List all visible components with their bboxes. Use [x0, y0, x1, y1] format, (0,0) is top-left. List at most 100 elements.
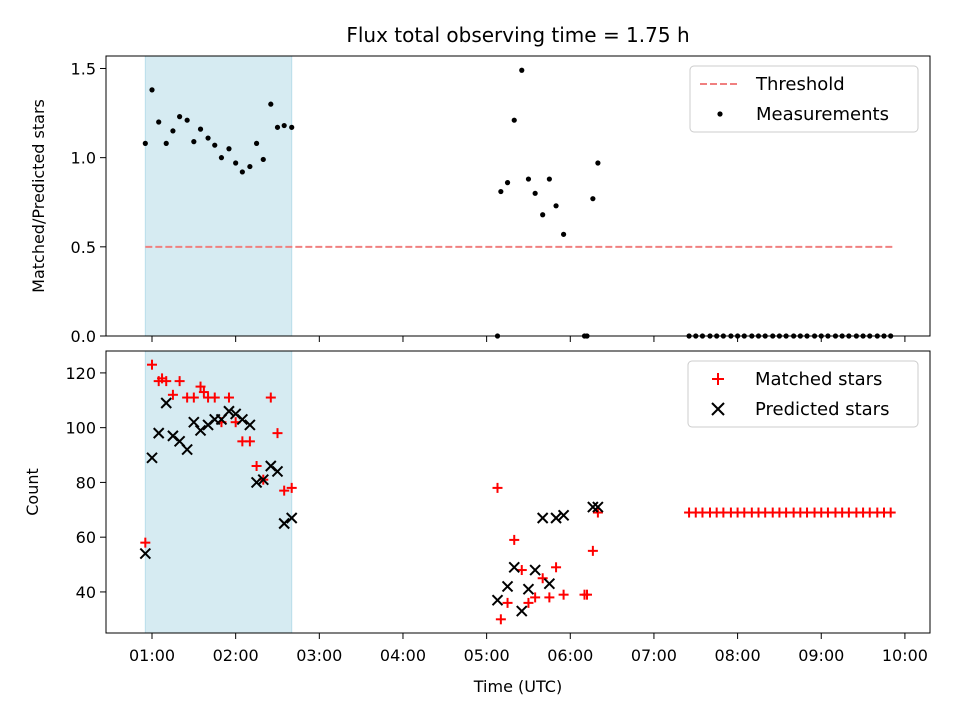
matched-stars-series	[140, 359, 896, 625]
measurement-point	[253, 140, 260, 146]
x-tick-label: 09:00	[798, 646, 844, 665]
y-tick-label: 120	[65, 364, 96, 383]
legend-box-top	[689, 65, 919, 133]
plot-frame-top	[105, 55, 931, 337]
matched-star-point	[223, 392, 234, 403]
measurement-point	[226, 146, 232, 152]
matched-star-point	[147, 359, 158, 370]
matched-star-point	[516, 565, 527, 576]
measurement-point	[268, 101, 274, 107]
matched-star-point	[592, 507, 603, 518]
y-axis-label-top: Matched/Predicted stars	[29, 99, 48, 293]
y-axis-top: 0.0 0.5 1.0 1.5	[71, 59, 106, 346]
matched-star-point	[209, 392, 220, 403]
x-tick-label: 06:00	[547, 646, 593, 665]
matched-star-point	[523, 597, 534, 608]
predicted-stars-series	[139, 397, 604, 617]
matched-star-point	[265, 392, 276, 403]
predicted-star-point	[508, 561, 520, 573]
matched-star-point	[587, 545, 598, 556]
measurement-point	[149, 87, 155, 93]
measurement-point	[525, 176, 532, 182]
matched-star-point	[551, 562, 562, 573]
matched-star-point	[244, 436, 255, 447]
predicted-star-point	[146, 452, 158, 464]
predicted-star-point	[522, 583, 535, 595]
measurement-point	[590, 196, 596, 202]
measurement-point	[560, 231, 567, 237]
x-tick-label: 04:00	[380, 646, 426, 665]
predicted-star-point	[181, 443, 193, 456]
measurement-point	[260, 156, 266, 163]
matched-star-point	[279, 485, 290, 496]
y-tick-label: 80	[76, 473, 96, 492]
matched-star-point	[544, 592, 555, 603]
measurement-point	[177, 114, 183, 120]
matched-star-point	[509, 534, 520, 545]
predicted-star-point	[223, 405, 235, 417]
measurement-point	[233, 160, 239, 166]
legend-predicted-swatch	[711, 402, 725, 416]
y-tick-label: 40	[76, 583, 96, 602]
highlight-span-rect	[144, 55, 293, 337]
measurement-point	[218, 155, 225, 161]
predicted-star-point	[250, 476, 263, 489]
measurement-point	[142, 140, 148, 146]
matched-star-point	[195, 381, 206, 392]
highlight-span-bottom	[144, 350, 293, 634]
x-axis-label: Time (UTC)	[473, 677, 562, 696]
measurement-point	[281, 122, 287, 129]
predicted-star-point	[587, 501, 599, 513]
matched-star-point	[286, 482, 297, 493]
predicted-star-point	[516, 605, 528, 617]
plot-frame-bottom	[105, 350, 931, 634]
y-tick-label: 100	[65, 419, 96, 438]
measurement-point	[212, 142, 218, 148]
predicted-star-point	[188, 416, 200, 428]
legend-matched-swatch	[712, 373, 724, 385]
y-tick-label: 1.5	[71, 59, 96, 78]
measurement-point	[540, 212, 546, 218]
y-tick-label: 0.5	[71, 238, 96, 257]
matched-star-point	[885, 507, 896, 518]
measurement-point	[191, 139, 197, 145]
x-tick-label: 07:00	[631, 646, 677, 665]
matched-star-point	[272, 428, 283, 439]
predicted-star-point	[257, 473, 269, 486]
y-axis-label-bottom: Count	[23, 468, 42, 516]
measurement-point	[205, 135, 211, 141]
measurement-point	[511, 117, 517, 123]
predicted-star-point	[244, 419, 256, 431]
predicted-star-point	[278, 517, 290, 530]
measurement-point	[498, 188, 504, 195]
predicted-star-point	[491, 594, 504, 606]
measurement-point	[532, 190, 538, 196]
matched-star-point	[582, 589, 593, 600]
legend-matched-label: Matched stars	[755, 369, 882, 390]
predicted-star-point	[501, 580, 514, 593]
legend-threshold-label: Threshold	[755, 74, 845, 95]
y-axis-bottom: 40 60 80 100 120	[65, 364, 106, 602]
measurement-point	[274, 124, 281, 130]
measurement-point	[595, 160, 601, 166]
measurement-point	[197, 126, 204, 132]
predicted-star-point	[536, 512, 549, 524]
legend-predicted-label: Predicted stars	[755, 399, 889, 420]
chart-title: Flux total observing time = 1.75 h	[346, 23, 689, 47]
legend-box-bottom	[687, 360, 919, 428]
x-tick-label: 10:00	[882, 646, 928, 665]
matched-star-point	[167, 389, 178, 400]
predicted-star-point	[139, 547, 152, 560]
measurement-point	[184, 117, 190, 123]
matched-star-point	[161, 376, 172, 387]
x-tick-label: 02:00	[213, 646, 259, 665]
measurement-point	[247, 163, 253, 170]
predicted-star-point	[286, 512, 298, 524]
legend-measurements-label: Measurements	[756, 104, 889, 125]
measurement-point	[156, 119, 162, 125]
predicted-star-point	[529, 564, 541, 576]
measurement-point	[239, 169, 245, 175]
matched-star-point	[188, 392, 199, 403]
matched-star-point	[174, 376, 185, 387]
